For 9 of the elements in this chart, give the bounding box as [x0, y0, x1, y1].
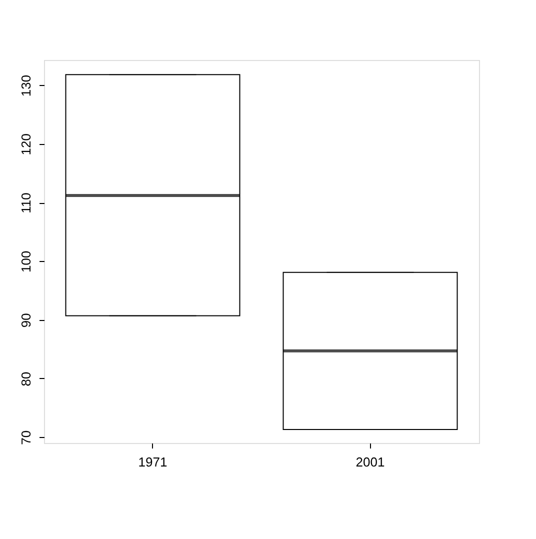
y-tick-label: 120	[18, 134, 34, 156]
y-tick-label: 80	[18, 372, 34, 386]
y-tick-label: 70	[18, 430, 34, 445]
x-tick-label: 1971	[138, 454, 168, 470]
y-tick-label: 90	[18, 313, 34, 328]
x-tick-label: 2001	[356, 454, 385, 470]
y-tick-label: 130	[18, 74, 34, 97]
y-tick-label: 100	[18, 250, 34, 273]
y-tick-label: 110	[18, 192, 34, 214]
